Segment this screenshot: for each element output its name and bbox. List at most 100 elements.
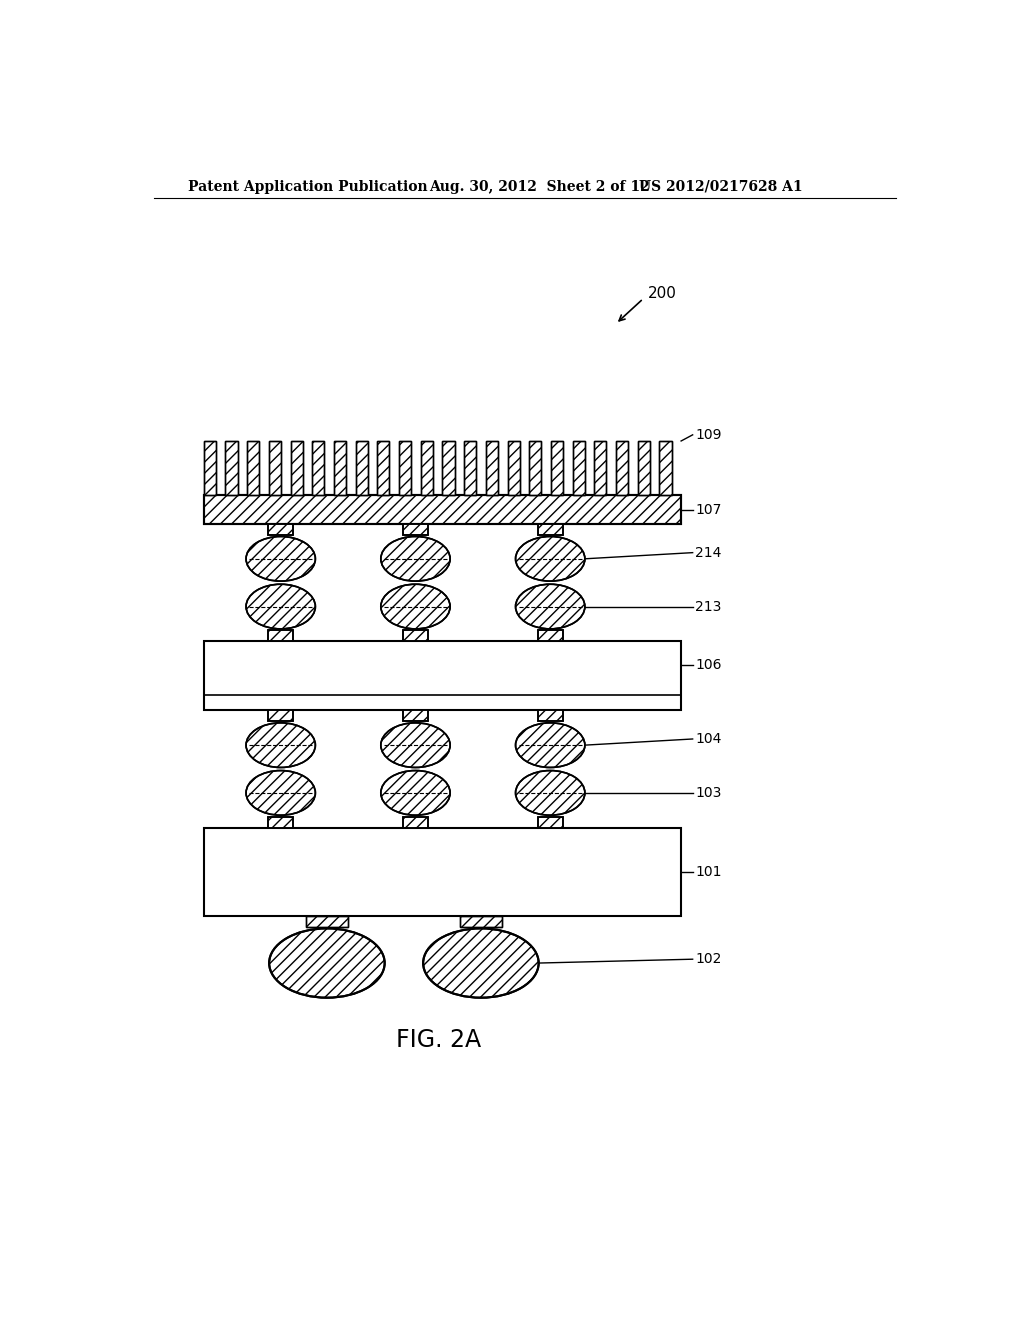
Text: 106: 106 [695,659,722,672]
Bar [442,441,455,495]
Bar [334,441,346,495]
Bar [312,441,325,495]
Bar [204,441,216,495]
Bar [312,441,325,495]
Bar [572,441,585,495]
Ellipse shape [381,771,451,816]
Bar [204,828,681,916]
Text: 103: 103 [695,785,721,800]
Ellipse shape [246,771,315,816]
Bar [442,441,455,495]
Bar [421,441,433,495]
Bar [403,710,428,721]
Bar [268,710,293,721]
Text: FIG. 2A: FIG. 2A [396,1028,481,1052]
Bar [529,441,542,495]
Bar [204,495,681,524]
Bar [594,441,606,495]
Bar [594,441,606,495]
Bar [485,441,498,495]
Bar [268,817,293,828]
Bar [538,631,562,642]
Bar [291,441,303,495]
Bar [268,524,293,535]
Bar [638,441,650,495]
Bar [538,710,562,721]
Bar [572,441,585,495]
Bar [247,441,259,495]
Bar [529,441,542,495]
Bar [204,441,216,495]
Bar [538,817,562,828]
Bar [204,495,681,524]
Bar [399,441,412,495]
Bar [538,524,562,535]
Bar [291,441,303,495]
Ellipse shape [246,723,315,767]
Ellipse shape [515,536,585,581]
Bar [460,916,502,927]
Text: 213: 213 [695,599,721,614]
Bar [659,441,672,495]
Bar [538,710,562,721]
Bar [508,441,519,495]
Bar [508,441,519,495]
Bar [460,916,502,927]
Bar [377,441,389,495]
Bar [538,817,562,828]
Ellipse shape [515,771,585,816]
Bar [403,524,428,535]
Ellipse shape [515,585,585,628]
Bar [551,441,563,495]
Bar [268,817,293,828]
Bar [268,631,293,642]
Text: 107: 107 [695,503,721,516]
Bar [306,916,348,927]
Bar [269,441,281,495]
Bar [225,441,238,495]
Bar [399,441,412,495]
Bar [403,817,428,828]
Ellipse shape [381,585,451,628]
Bar [403,817,428,828]
Ellipse shape [381,536,451,581]
Bar [464,441,476,495]
Text: 101: 101 [695,865,722,879]
Bar [616,441,628,495]
Ellipse shape [515,723,585,767]
Text: 102: 102 [695,952,721,966]
Bar [485,441,498,495]
Bar [464,441,476,495]
Ellipse shape [269,928,385,998]
Ellipse shape [246,585,315,628]
Bar [355,441,368,495]
Ellipse shape [423,928,539,998]
Bar [659,441,672,495]
Bar [616,441,628,495]
Bar [538,631,562,642]
Bar [421,441,433,495]
Bar [247,441,259,495]
Bar [551,441,563,495]
Text: US 2012/0217628 A1: US 2012/0217628 A1 [639,180,803,194]
Bar [306,916,348,927]
Text: 104: 104 [695,733,721,746]
Bar [269,441,281,495]
Text: 214: 214 [695,545,721,560]
Bar [403,631,428,642]
Ellipse shape [381,723,451,767]
Bar [268,524,293,535]
Bar [268,710,293,721]
Bar [204,642,681,710]
Bar [334,441,346,495]
Bar [538,524,562,535]
Bar [268,631,293,642]
Bar [403,710,428,721]
Bar [638,441,650,495]
Bar [225,441,238,495]
Bar [377,441,389,495]
Bar [403,524,428,535]
Bar [355,441,368,495]
Text: 109: 109 [695,428,722,442]
Text: Patent Application Publication: Patent Application Publication [188,180,428,194]
